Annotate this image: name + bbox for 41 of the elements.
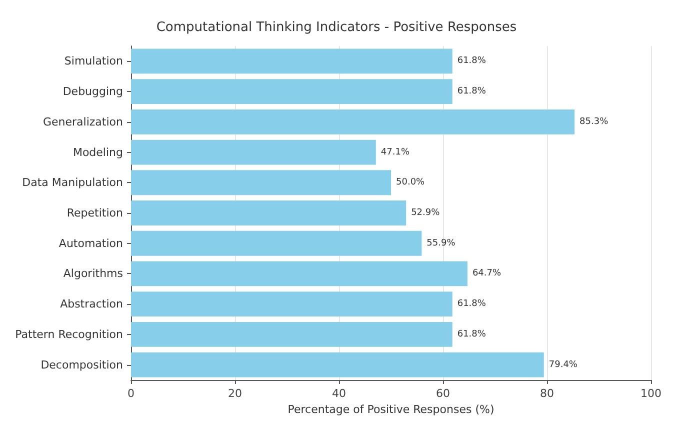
bar bbox=[131, 48, 452, 74]
y-tick-label: Simulation bbox=[64, 54, 124, 68]
y-tick-label: Decomposition bbox=[40, 358, 124, 372]
bar bbox=[131, 352, 544, 378]
x-axis-title: Percentage of Positive Responses (%) bbox=[288, 402, 494, 416]
bar bbox=[131, 292, 452, 317]
x-tick-label: 0 bbox=[128, 387, 134, 400]
bar bbox=[131, 79, 452, 104]
y-tick-label: Generalization bbox=[43, 115, 124, 128]
data-label: 85.3% bbox=[580, 116, 609, 127]
y-tick-label: Pattern Recognition bbox=[15, 328, 124, 341]
data-label: 50.0% bbox=[396, 178, 426, 188]
y-tick-label: Modeling bbox=[72, 146, 123, 159]
y-tick-label: Repetition bbox=[66, 206, 124, 220]
x-tick-label: 80 bbox=[540, 387, 554, 400]
data-label: 61.8% bbox=[457, 56, 486, 66]
data-label: 64.7% bbox=[472, 268, 502, 279]
x-tick-label: 100 bbox=[640, 387, 662, 400]
data-label: 52.9% bbox=[411, 208, 440, 218]
bar bbox=[131, 322, 452, 347]
x-tick-label: 60 bbox=[436, 387, 450, 400]
bar bbox=[131, 109, 575, 134]
data-label: 55.9% bbox=[426, 238, 456, 248]
data-label: 61.8% bbox=[457, 86, 486, 97]
y-tick-label: Automation bbox=[58, 236, 124, 250]
y-tick-label: Algorithms bbox=[63, 267, 124, 280]
bar bbox=[131, 140, 376, 165]
bar bbox=[131, 200, 406, 226]
y-tick-label: Abstraction bbox=[60, 298, 124, 311]
bar bbox=[131, 170, 391, 196]
x-tick-label: 20 bbox=[228, 387, 242, 400]
data-label: 79.4% bbox=[548, 360, 578, 370]
y-tick-label: Debugging bbox=[62, 85, 123, 98]
bar bbox=[131, 261, 468, 286]
data-label: 47.1% bbox=[380, 147, 410, 158]
bar bbox=[131, 230, 422, 256]
y-tick-label: Data Manipulation bbox=[22, 176, 124, 190]
x-tick-label: 40 bbox=[332, 387, 346, 400]
data-label: 61.8% bbox=[457, 299, 486, 310]
data-label: 61.8% bbox=[457, 329, 486, 340]
chart-title: Computational Thinking Indicators - Positive Responses bbox=[156, 20, 517, 35]
